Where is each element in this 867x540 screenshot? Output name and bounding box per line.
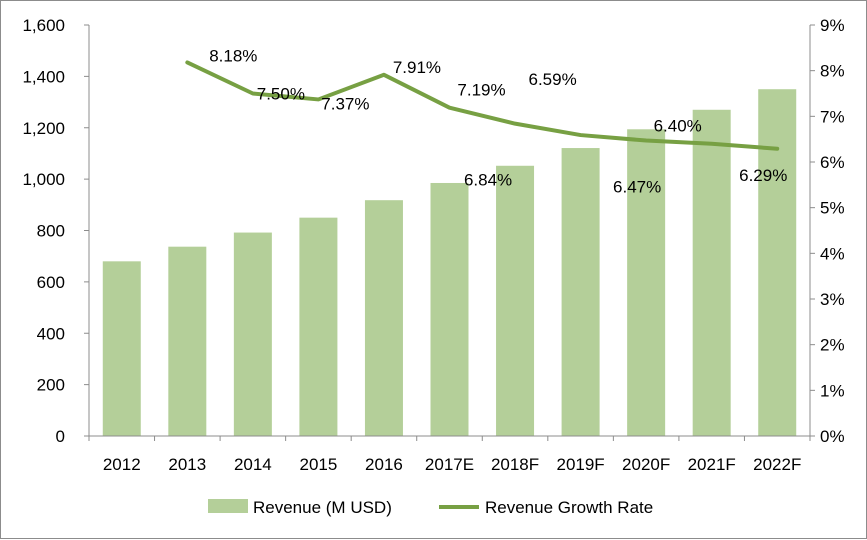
x-tick-label: 2022F (753, 455, 801, 474)
x-tick-label: 2013 (168, 455, 206, 474)
right-tick-label: 7% (820, 107, 845, 126)
revenue-bar (168, 247, 206, 436)
legend-swatch-revenue (208, 499, 248, 513)
right-tick-label: 8% (820, 62, 845, 81)
right-tick-label: 2% (820, 336, 845, 355)
left-tick-label: 200 (37, 376, 65, 395)
x-tick-label: 2021F (688, 455, 736, 474)
x-tick-label: 2014 (234, 455, 272, 474)
left-tick-label: 1,600 (22, 16, 65, 35)
growth-rate-label: 6.59% (528, 70, 576, 89)
x-tick-label: 2012 (103, 455, 141, 474)
revenue-bar (234, 233, 272, 436)
growth-rate-label: 6.29% (739, 166, 787, 185)
revenue-bar (365, 200, 403, 436)
x-tick-label: 2016 (365, 455, 403, 474)
left-tick-label: 1,000 (22, 170, 65, 189)
legend-label-growth: Revenue Growth Rate (485, 498, 653, 517)
revenue-bar (299, 218, 337, 436)
revenue-bar (562, 148, 600, 436)
legend-label-revenue: Revenue (M USD) (253, 498, 392, 517)
right-tick-label: 0% (820, 427, 845, 446)
x-tick-label: 2015 (299, 455, 337, 474)
right-tick-label: 6% (820, 153, 845, 172)
revenue-bar (496, 166, 534, 436)
right-tick-label: 1% (820, 381, 845, 400)
revenue-bar (627, 129, 665, 436)
left-tick-label: 1,200 (22, 119, 65, 138)
left-tick-label: 800 (37, 222, 65, 241)
revenue-bar (758, 89, 796, 436)
left-tick-label: 1,400 (22, 67, 65, 86)
right-tick-label: 3% (820, 290, 845, 309)
right-tick-label: 5% (820, 199, 845, 218)
x-tick-label: 2020F (622, 455, 670, 474)
growth-rate-label: 7.50% (257, 85, 305, 104)
left-tick-label: 600 (37, 273, 65, 292)
growth-rate-label: 7.37% (321, 94, 369, 113)
left-tick-label: 400 (37, 324, 65, 343)
growth-rate-label: 7.91% (393, 58, 441, 77)
revenue-bar (103, 261, 141, 436)
revenue-bar (431, 183, 469, 436)
right-tick-label: 9% (820, 16, 845, 35)
revenue-bar (693, 110, 731, 436)
legend: Revenue (M USD) Revenue Growth Rate (208, 498, 653, 517)
growth-rate-label: 6.40% (654, 117, 702, 136)
right-tick-label: 4% (820, 244, 845, 263)
growth-rate-label: 6.47% (613, 178, 661, 197)
x-tick-label: 2018F (491, 455, 539, 474)
growth-rate-line (187, 62, 777, 148)
growth-rate-label: 7.19% (457, 81, 505, 100)
x-tick-label: 2017E (425, 455, 474, 474)
x-tick-label: 2019F (556, 455, 604, 474)
growth-rate-label: 6.84% (464, 171, 512, 190)
left-tick-label: 0 (56, 427, 65, 446)
growth-line-layer (187, 62, 777, 149)
growth-rate-label: 8.18% (209, 46, 257, 65)
